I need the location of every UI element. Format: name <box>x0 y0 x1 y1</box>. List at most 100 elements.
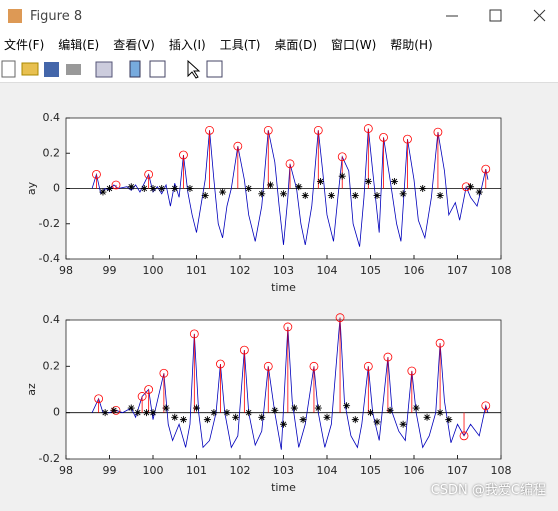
asterisk-marker <box>219 188 227 196</box>
peak-marker <box>179 150 188 160</box>
menu-item[interactable]: 桌面(D) <box>274 37 318 52</box>
peak-marker <box>407 366 417 376</box>
peak-marker <box>481 401 491 411</box>
y-tick-label: 0 <box>53 406 60 419</box>
asterisk-marker <box>245 185 253 192</box>
window-title: Figure 8 <box>30 8 83 24</box>
y-tick-label: -0.2 <box>39 217 60 230</box>
y-tick-label: -0.4 <box>39 252 60 265</box>
y-tick-label: 0 <box>53 182 60 195</box>
peak-marker <box>337 152 347 162</box>
menu-item[interactable]: 帮助(H) <box>390 37 433 52</box>
toolbar-icons[interactable] <box>0 56 230 82</box>
asterisk-marker <box>110 406 118 414</box>
figure: 98 99 100 101 102 103 104 105 106 107 108 -0.4 -0.2 0… <box>25 111 512 494</box>
peak-marker <box>239 345 249 355</box>
asterisk-marker <box>364 177 372 185</box>
asterisk-marker <box>271 406 279 414</box>
peak-marker <box>144 170 154 179</box>
peak-marker <box>363 124 373 133</box>
x-tick-label: 103 <box>273 464 294 477</box>
asterisk-marker <box>258 190 266 198</box>
asterisk-marker <box>134 409 142 417</box>
peak-marker <box>383 352 393 362</box>
peak-marker <box>481 164 491 174</box>
y-tick-label: 0.4 <box>43 313 61 326</box>
y-axis-label: az <box>25 383 38 396</box>
asterisk-marker <box>162 404 170 412</box>
x-tick-label: 100 <box>143 464 164 477</box>
asterisk-marker <box>290 404 298 412</box>
x-tick-label: 103 <box>273 264 294 277</box>
x-axis-label: time <box>271 481 296 494</box>
asterisk-marker <box>467 183 475 191</box>
peak-marker <box>137 392 147 401</box>
menu-item[interactable]: 工具(T) <box>219 37 261 52</box>
peak-marker <box>159 368 169 378</box>
asterisk-marker <box>373 418 381 426</box>
menu-bar: 文件(F) 编辑(E) 查看(V) 插入(I) 工具(T) 桌面(D) 窗口(W) 帮助(H) <box>0 32 558 56</box>
asterisk-marker <box>399 190 407 198</box>
asterisk-marker <box>186 185 194 192</box>
x-tick-label: 108 <box>491 464 512 477</box>
asterisk-marker <box>373 192 381 200</box>
peak-marker <box>435 338 445 348</box>
x-axis-label: time <box>271 281 296 294</box>
asterisk-marker <box>314 404 322 412</box>
menu-item[interactable]: 窗口(W) <box>331 37 377 52</box>
x-tick-label: 98 <box>59 464 73 477</box>
asterisk-marker <box>142 409 150 417</box>
peak-marker <box>363 361 373 371</box>
peak-marker <box>433 127 443 137</box>
y-axis-label: ay <box>25 181 38 195</box>
asterisk-marker <box>436 409 444 417</box>
peak-marker <box>459 431 469 441</box>
signal-line <box>91 317 489 450</box>
toolbar <box>0 56 558 83</box>
asterisk-marker <box>316 177 324 185</box>
window-controls[interactable] <box>438 6 558 26</box>
x-tick-label: 101 <box>186 464 207 477</box>
menu-item[interactable]: 插入(I) <box>168 37 206 52</box>
x-tick-label: 102 <box>230 264 251 277</box>
x-tick-label: 104 <box>317 464 338 477</box>
asterisk-marker <box>301 192 309 200</box>
asterisk-marker <box>140 185 148 192</box>
asterisk-marker <box>299 416 307 424</box>
plot-area <box>65 319 502 460</box>
peak-marker <box>144 385 154 394</box>
peak-marker <box>403 134 412 144</box>
asterisk-marker <box>223 409 231 417</box>
peak-marker <box>285 159 295 169</box>
menu-item[interactable]: 文件(F) <box>4 37 45 52</box>
asterisk-marker <box>158 185 166 192</box>
x-tick-label: 101 <box>186 264 207 277</box>
menu-item[interactable]: 查看(V) <box>113 37 155 52</box>
peak-marker <box>233 141 243 151</box>
peak-marker <box>216 359 225 369</box>
asterisk-marker <box>266 181 274 189</box>
asterisk-marker <box>149 185 157 192</box>
x-tick-label: 108 <box>491 264 512 277</box>
asterisk-marker <box>436 192 444 200</box>
asterisk-marker <box>351 192 359 200</box>
peak-marker <box>309 361 319 371</box>
asterisk-marker <box>390 177 398 185</box>
asterisk-marker <box>149 409 157 417</box>
asterisk-marker <box>412 404 420 412</box>
signal-line <box>91 128 489 247</box>
menu-item[interactable]: 编辑(E) <box>58 37 100 52</box>
asterisk-marker <box>203 416 211 424</box>
asterisk-marker <box>445 416 453 424</box>
asterisk-marker <box>343 402 351 410</box>
app-icon <box>8 9 22 23</box>
asterisk-marker <box>258 413 266 421</box>
x-tick-label: 106 <box>404 264 425 277</box>
peak-marker <box>283 322 293 332</box>
y-tick-label: 0.2 <box>43 359 61 372</box>
asterisk-marker <box>280 420 287 428</box>
asterisk-marker <box>475 188 483 196</box>
peak-marker <box>205 125 214 135</box>
peak-marker <box>263 361 273 371</box>
